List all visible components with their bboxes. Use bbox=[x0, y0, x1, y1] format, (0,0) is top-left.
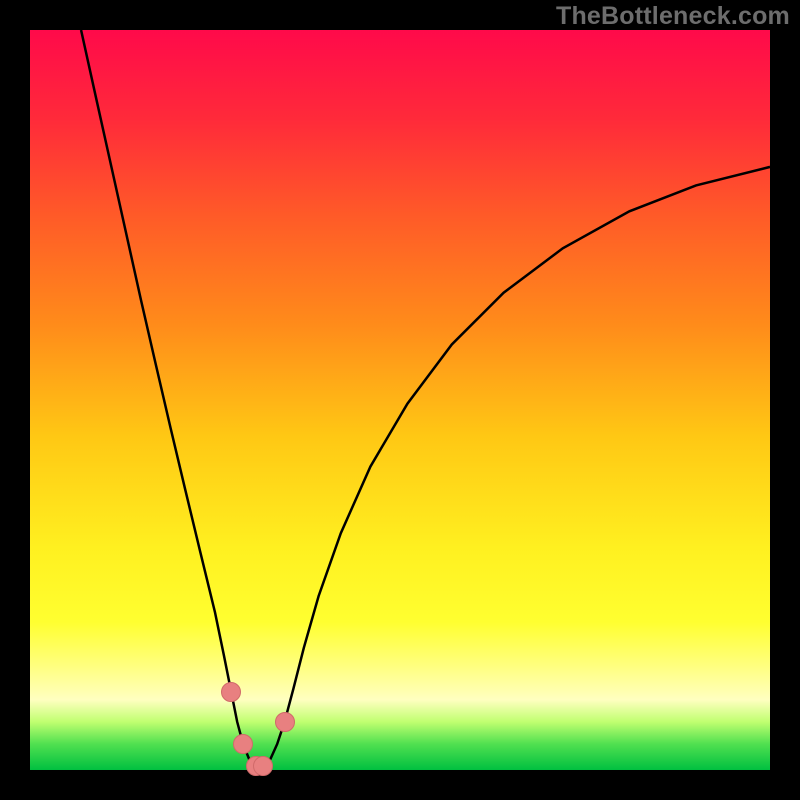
curve-marker bbox=[275, 712, 295, 732]
curve-marker bbox=[221, 682, 241, 702]
chart-frame: TheBottleneck.com bbox=[0, 0, 800, 800]
bottleneck-curve bbox=[30, 30, 770, 770]
curve-marker bbox=[233, 734, 253, 754]
watermark-text: TheBottleneck.com bbox=[556, 2, 790, 31]
plot-area bbox=[30, 30, 770, 770]
curve-marker bbox=[253, 756, 273, 776]
